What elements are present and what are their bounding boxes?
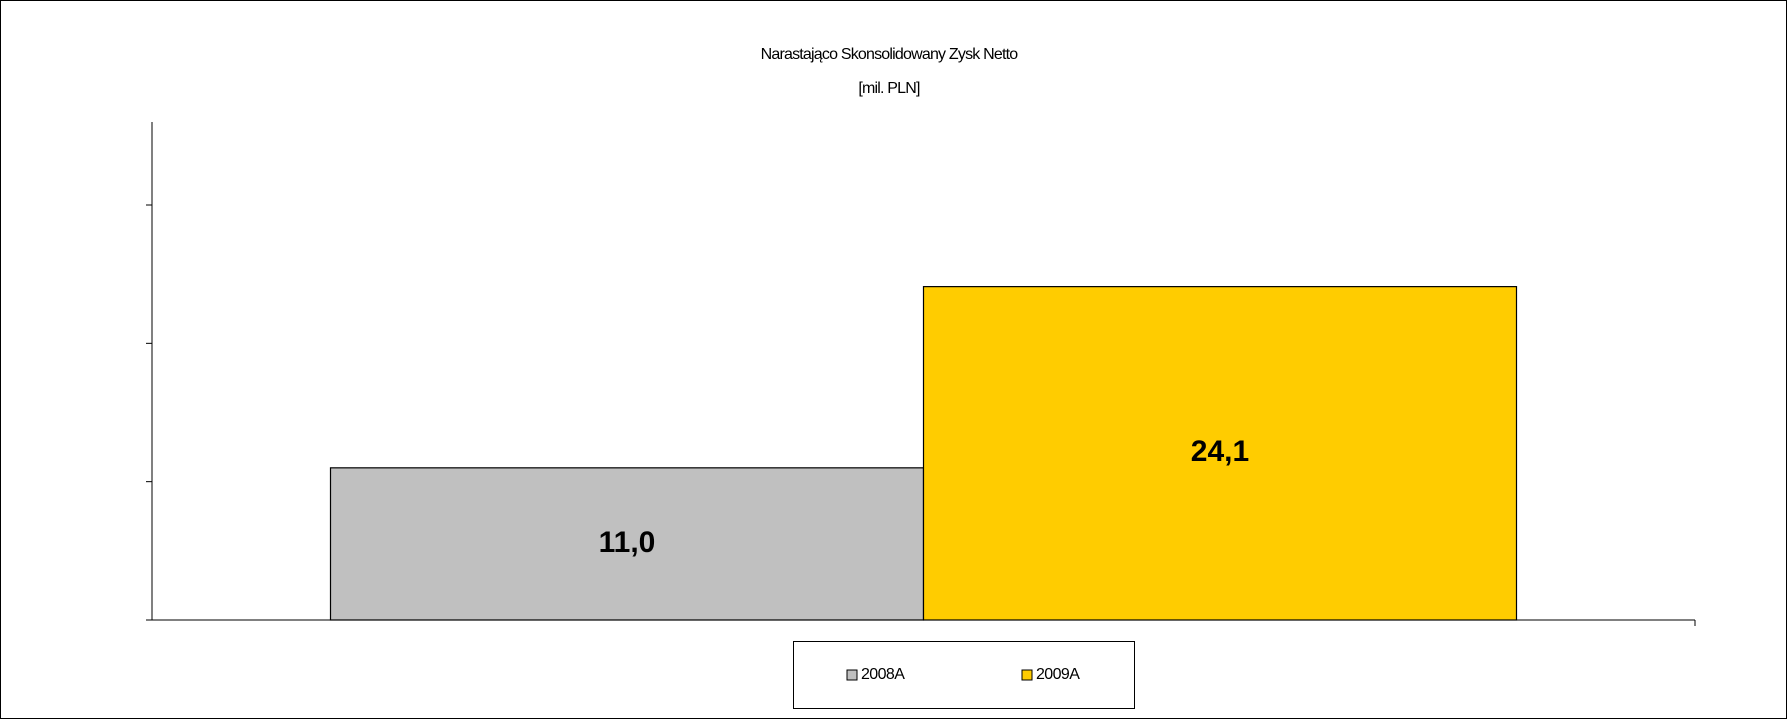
legend-swatch [846, 669, 858, 681]
bar [329, 467, 925, 621]
legend-label: 2009A [1036, 666, 1080, 683]
legend-label: 2008A [861, 666, 905, 683]
chart-subtitle: [mil. PLN] [858, 80, 920, 97]
legend-swatch [1021, 669, 1033, 681]
data-label: 11,0 [599, 526, 656, 559]
chart-title: Narastająco Skonsolidowany Zysk Netto [761, 46, 1019, 63]
legend-box [793, 641, 1135, 709]
data-label: 24,1 [1191, 435, 1249, 468]
bar [922, 286, 1518, 621]
